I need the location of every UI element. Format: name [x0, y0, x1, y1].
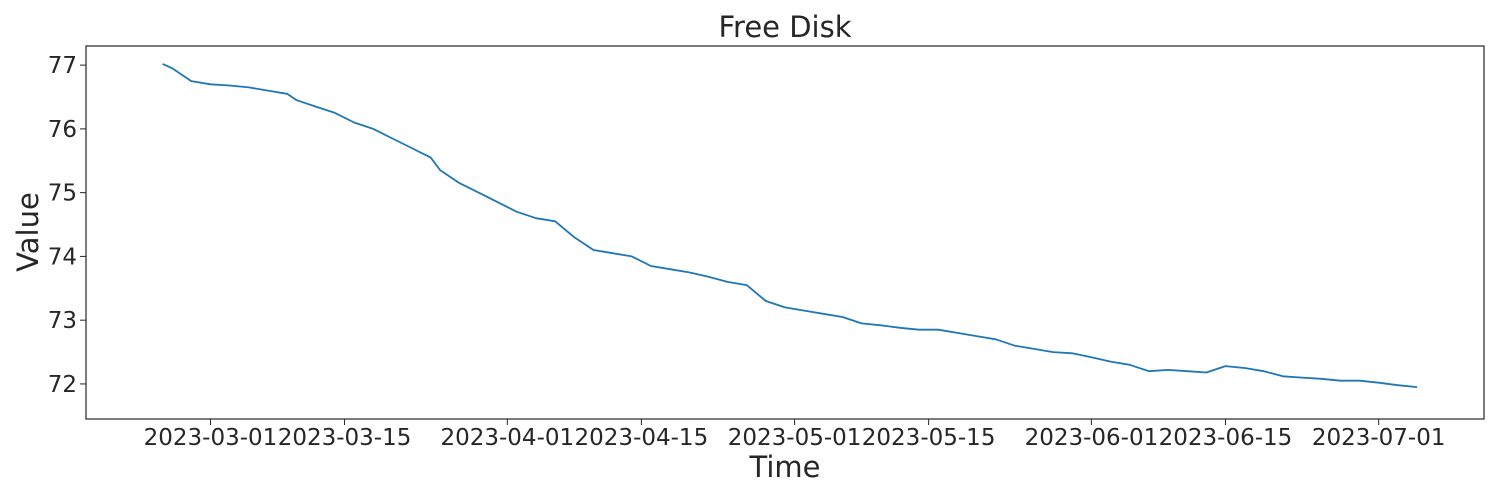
series-line — [162, 63, 1418, 388]
x-tick-label: 2023-03-15 — [278, 425, 412, 451]
x-tick-label: 2023-06-15 — [1159, 425, 1293, 451]
plot-frame — [85, 45, 1485, 420]
y-tick-label: 76 — [48, 117, 77, 143]
x-axis: 2023-03-01 2023-03-15 2023-04-01 2023-04-15… — [144, 419, 1446, 451]
y-axis-label: Value — [11, 192, 45, 272]
x-tick-label: 2023-04-15 — [575, 425, 709, 451]
x-tick-label: 2023-04-01 — [440, 425, 574, 451]
y-tick-label: 75 — [48, 181, 77, 207]
y-tick-label: 74 — [48, 244, 77, 270]
y-tick-label: 73 — [48, 308, 77, 334]
x-tick-label: 2023-05-15 — [862, 425, 996, 451]
x-tick-label: 2023-05-01 — [728, 425, 862, 451]
y-axis: 72 73 74 75 76 77 — [48, 53, 86, 398]
x-axis-label: Time — [749, 450, 821, 484]
x-tick-label: 2023-03-01 — [144, 425, 278, 451]
y-tick-label: 77 — [48, 53, 77, 79]
x-tick-label: 2023-06-01 — [1025, 425, 1159, 451]
y-tick-label: 72 — [48, 372, 77, 398]
x-tick-label: 2023-07-01 — [1312, 425, 1446, 451]
chart-title: Free Disk — [718, 10, 851, 44]
